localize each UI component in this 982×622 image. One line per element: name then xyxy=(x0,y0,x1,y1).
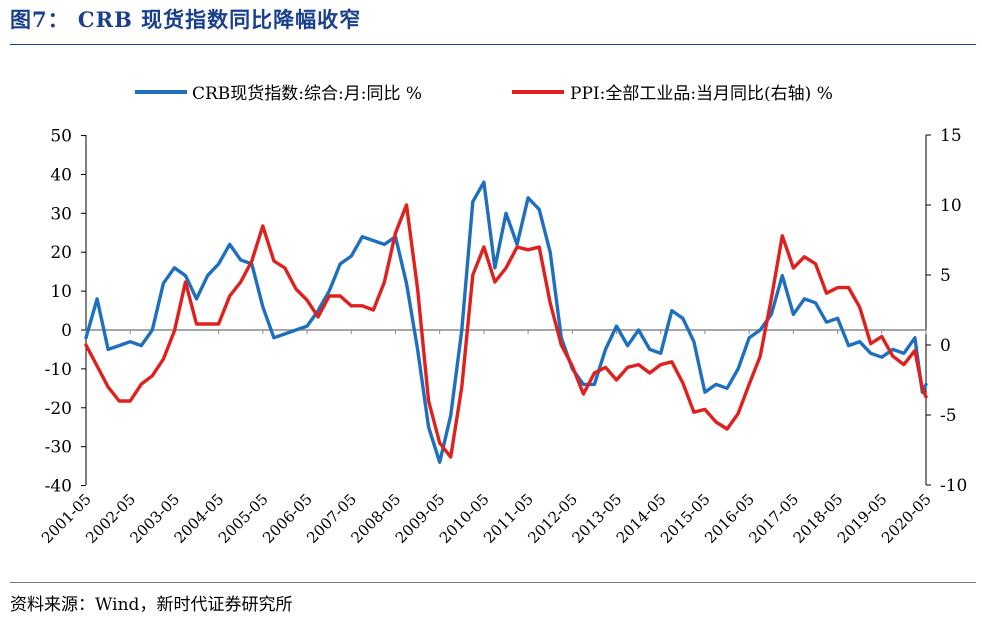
page-title: 图7： CRB 现货指数同比降幅收窄 xyxy=(10,7,362,32)
left-tick-label-7: -20 xyxy=(45,399,72,419)
left-tick-label-0: 50 xyxy=(50,127,72,147)
right-tick-label-1: 10 xyxy=(940,196,962,216)
right-tick-label-4: -5 xyxy=(940,406,957,426)
source-note: 资料来源：Wind，新时代证券研究所 xyxy=(10,595,293,615)
legend-label-1: PPI:全部工业品:当月同比(右轴) % xyxy=(570,84,833,104)
left-tick-label-8: -30 xyxy=(45,438,72,458)
source-rule xyxy=(10,582,976,583)
chart-axes: 50403020100-10-20-30-40151050-5-102001-0… xyxy=(38,126,967,547)
left-tick-label-4: 10 xyxy=(50,282,72,302)
legend-label-0: CRB现货指数:综合:月:同比 % xyxy=(192,84,422,104)
left-tick-label-5: 0 xyxy=(61,321,72,341)
chart: CRB现货指数:综合:月:同比 % PPI:全部工业品:当月同比(右轴) % 50… xyxy=(38,84,967,547)
left-tick-label-6: -10 xyxy=(45,360,72,380)
right-tick-label-2: 5 xyxy=(940,266,951,286)
chart-legend: CRB现货指数:综合:月:同比 % PPI:全部工业品:当月同比(右轴) % xyxy=(135,84,833,104)
title-rule xyxy=(10,44,976,45)
chart-lines xyxy=(84,180,928,464)
right-tick-label-0: 15 xyxy=(940,126,962,146)
right-tick-label-3: 0 xyxy=(940,336,951,356)
series-line-1 xyxy=(84,203,928,459)
right-tick-label-5: -10 xyxy=(940,476,967,496)
left-tick-label-1: 40 xyxy=(50,165,72,185)
left-tick-label-3: 20 xyxy=(50,243,72,263)
left-tick-label-2: 30 xyxy=(50,204,72,224)
x-tick-label-19: 2020-05 xyxy=(878,490,935,547)
left-tick-label-9: -40 xyxy=(45,477,72,497)
series-line-0 xyxy=(84,180,928,464)
